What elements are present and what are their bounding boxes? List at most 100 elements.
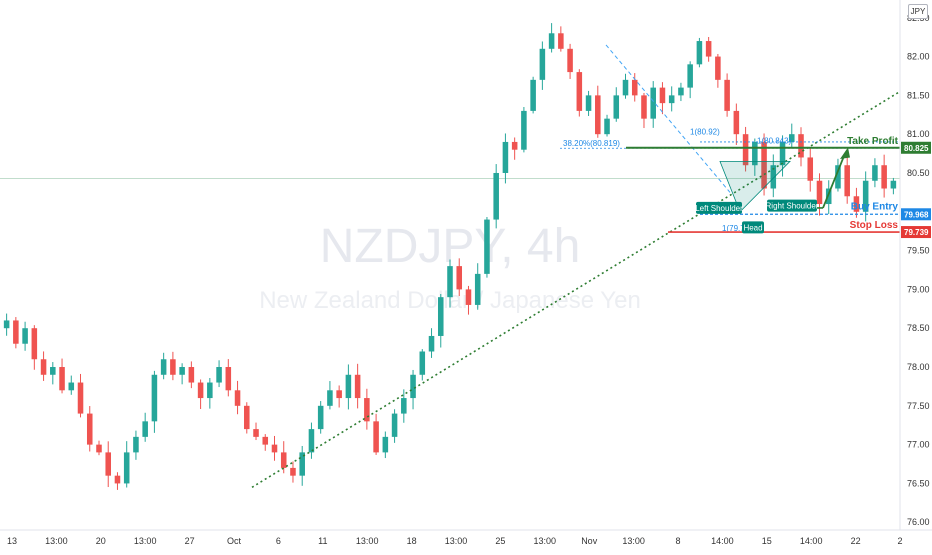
take-profit-price-tag-bg [901,141,931,154]
descending-line [605,44,731,193]
candle-body [3,320,10,329]
y-tick-label: 82.00 [907,52,930,62]
candle-body [13,320,19,344]
x-tick-label: 13:00 [445,536,468,546]
candle-body [96,444,102,453]
candle-body [105,452,111,476]
candle-body [659,87,666,104]
stop-loss-price-tag: 79.739 [901,226,931,239]
candle-body [207,382,213,399]
candle-body [197,382,204,399]
x-tick-label: 13:00 [534,536,557,546]
candle-body [835,165,841,189]
x-tick-label: 2 [897,536,902,546]
x-tick-label: 13:00 [622,536,645,546]
y-tick-label: 76.00 [907,517,930,527]
candle-body [170,359,176,375]
candle-body [123,452,130,484]
candle-body [816,180,823,205]
right-shoulder-tag: Right Shoulder [766,199,819,212]
candle-body [354,374,361,399]
candle-body [31,328,38,360]
candle-body [410,374,416,399]
y-tick-label: 81.50 [907,90,930,100]
candle-body [391,413,398,437]
take-profit-price-tag: 80.825 [901,141,931,154]
candle-body [382,436,389,453]
candle-body [142,421,148,437]
candle-body [558,33,564,49]
candle-body [77,382,84,414]
candle-body [216,367,222,383]
candle-body [437,297,444,336]
candle-body [40,359,47,375]
candle-body [280,452,287,468]
left-shoulder-tag-bg [696,201,742,214]
candle-body [678,87,684,96]
candle-body [317,405,324,430]
candle-body [160,359,167,375]
candle-body [493,172,499,220]
candle-body [364,398,370,422]
x-tick-label: 25 [495,536,505,546]
x-tick-label: 18 [407,536,417,546]
candle-body [585,95,592,111]
y-tick-label: 78.00 [907,362,930,372]
x-tick-label: 14:00 [711,536,734,546]
candles [3,23,897,490]
candle-body [327,390,333,406]
head-tag: Head [742,221,764,234]
candle-body [345,374,352,399]
x-tick-label: 27 [185,536,195,546]
candle-body [705,41,712,57]
fib-low-label: 1(79.7 [722,224,745,233]
candle-body [253,429,259,437]
candle-body [622,79,629,96]
take-profit-label: Take Profit [847,136,899,147]
take-profit-price-tag-text: 80.825 [904,144,929,153]
candle-body [59,367,65,391]
candle-body [308,429,315,453]
candle-body [798,134,804,158]
x-tick-label: Nov [581,536,598,546]
candle-body [50,367,56,375]
candle-body [188,367,195,383]
head-tag-text: Head [743,223,762,232]
stop-loss-price-tag-bg [901,226,931,239]
candle-body [271,444,278,453]
candle-body [761,141,767,189]
candle-body [733,110,740,135]
candle-body [521,110,527,150]
candle-body [530,79,536,111]
candle-body [687,64,693,88]
x-tick-label: 13:00 [45,536,68,546]
currency-label[interactable]: JPY [908,4,928,19]
x-tick-label: 8 [675,536,680,546]
candle-body [419,351,426,375]
candle-body [179,367,185,375]
buy-entry-price-tag-bg [901,208,931,221]
x-tick-label: 14:00 [800,536,823,546]
candle-body [373,421,379,453]
candle-body [631,79,638,96]
candle-body [862,180,869,212]
candle-body [641,95,647,119]
y-tick-label: 76.50 [907,478,930,488]
candle-body [650,87,656,119]
projection-arrow [822,153,846,209]
candle-body [890,180,897,189]
candle-body [770,165,777,189]
candle-body [779,141,786,166]
candle-body [539,48,546,80]
candle-body [724,79,730,111]
candle-body [234,390,241,406]
candle-body [336,390,342,399]
candle-body [22,328,28,344]
buy-entry-price-tag: 79.968 [901,208,931,221]
candle-body [474,273,481,305]
y-tick-label: 81.00 [907,129,930,139]
candle-body [299,452,305,476]
candle-body [844,165,850,197]
